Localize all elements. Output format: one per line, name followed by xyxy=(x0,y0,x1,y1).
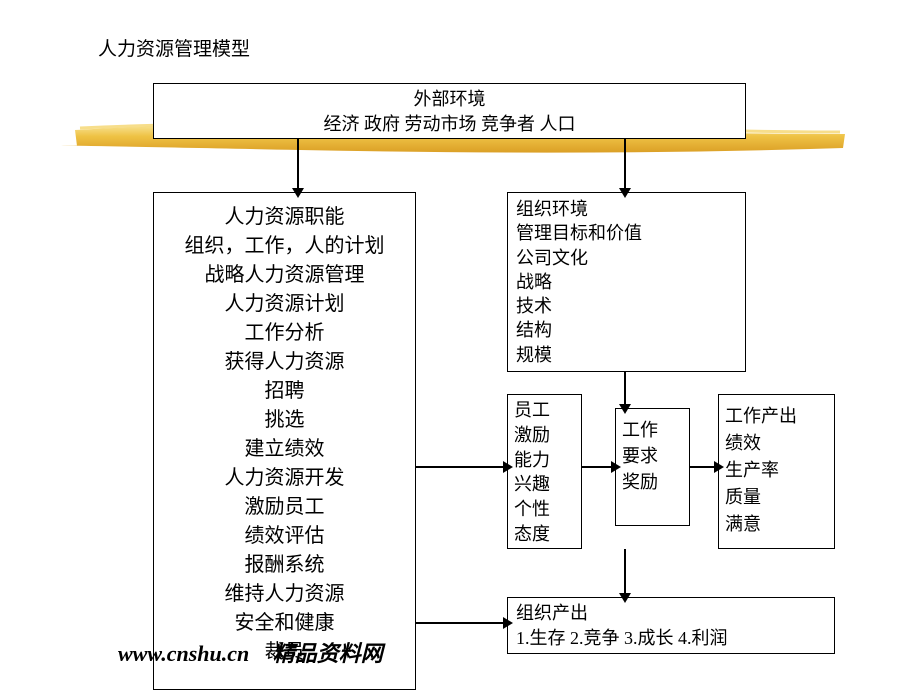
box-external-env: 外部环境 经济 政府 劳动市场 竞争者 人口 xyxy=(153,83,746,139)
orgenv-box-line: 管理目标和价值 xyxy=(516,221,737,245)
emp-box-line: 能力 xyxy=(514,448,575,473)
arrow-line-h xyxy=(416,622,505,624)
out-box-line: 工作产出 xyxy=(725,403,828,430)
orgout-line2: 1.生存 2.竞争 3.成长 4.利润 xyxy=(516,626,826,651)
hr-box-line: 人力资源职能 xyxy=(154,203,415,232)
orgenv-box-line: 规模 xyxy=(516,343,737,367)
arrow-head-right xyxy=(611,461,621,473)
arrow-line-v xyxy=(624,139,626,190)
hr-box-line: 绩效评估 xyxy=(154,522,415,551)
box-org-output: 组织产出 1.生存 2.竞争 3.成长 4.利润 xyxy=(507,597,835,654)
job-box-line: 要求 xyxy=(622,443,683,469)
orgenv-box-line: 战略 xyxy=(516,270,737,294)
hr-box-line: 工作分析 xyxy=(154,319,415,348)
out-box-line: 满意 xyxy=(725,511,828,538)
arrow-line-v xyxy=(624,549,626,595)
hr-box-line: 安全和健康 xyxy=(154,609,415,638)
hr-box-line: 维持人力资源 xyxy=(154,580,415,609)
hr-box-line: 激励员工 xyxy=(154,493,415,522)
job-box-line: 奖励 xyxy=(622,469,683,495)
hr-box-line: 挑选 xyxy=(154,406,415,435)
arrow-head-down xyxy=(619,404,631,414)
arrow-head-right xyxy=(714,461,724,473)
emp-box-line: 个性 xyxy=(514,497,575,522)
arrow-head-right xyxy=(503,617,513,629)
watermark-left: www.cnshu.cn xyxy=(118,641,249,666)
emp-box-line: 态度 xyxy=(514,522,575,547)
orgenv-box-line: 公司文化 xyxy=(516,246,737,270)
hr-box-line: 获得人力资源 xyxy=(154,348,415,377)
arrow-head-down xyxy=(619,593,631,603)
arrow-head-down xyxy=(292,188,304,198)
out-box-line: 生产率 xyxy=(725,457,828,484)
emp-box-line: 激励 xyxy=(514,423,575,448)
external-line2: 经济 政府 劳动市场 竞争者 人口 xyxy=(154,112,745,137)
out-box-line: 绩效 xyxy=(725,430,828,457)
hr-box-line: 组织，工作，人的计划 xyxy=(154,232,415,261)
arrow-line-v xyxy=(297,139,299,190)
hr-box-line: 报酬系统 xyxy=(154,551,415,580)
emp-box-line: 兴趣 xyxy=(514,472,575,497)
hr-box-line: 人力资源计划 xyxy=(154,290,415,319)
box-org-env: 组织环境管理目标和价值公司文化战略技术结构规模 xyxy=(507,192,746,372)
arrow-line-v xyxy=(624,372,626,406)
arrow-line-h xyxy=(416,466,505,468)
box-hr-functions: 人力资源职能组织，工作，人的计划战略人力资源管理人力资源计划工作分析获得人力资源… xyxy=(153,192,416,690)
hr-box-line: 建立绩效 xyxy=(154,435,415,464)
box-employee: 员工激励能力兴趣个性态度 xyxy=(507,394,582,549)
arrow-head-down xyxy=(619,188,631,198)
emp-box-line: 员工 xyxy=(514,398,575,423)
orgenv-box-line: 组织环境 xyxy=(516,197,737,221)
watermark-right: 精品资料网 xyxy=(273,641,383,666)
orgout-line1: 组织产出 xyxy=(516,601,826,626)
arrow-head-right xyxy=(503,461,513,473)
out-box-line: 质量 xyxy=(725,484,828,511)
diagram-title: 人力资源管理模型 xyxy=(98,34,250,61)
watermark: www.cnshu.cn 精品资料网 xyxy=(118,636,383,668)
external-line1: 外部环境 xyxy=(154,87,745,112)
box-work-output: 工作产出绩效生产率质量满意 xyxy=(718,394,835,549)
arrow-line-h xyxy=(582,466,613,468)
hr-box-line: 人力资源开发 xyxy=(154,464,415,493)
orgenv-box-line: 结构 xyxy=(516,318,737,342)
arrow-line-h xyxy=(690,466,716,468)
job-box-line: 工作 xyxy=(622,417,683,443)
orgenv-box-line: 技术 xyxy=(516,294,737,318)
hr-box-line: 招聘 xyxy=(154,377,415,406)
hr-box-line: 战略人力资源管理 xyxy=(154,261,415,290)
box-job: 工作要求奖励 xyxy=(615,408,690,526)
